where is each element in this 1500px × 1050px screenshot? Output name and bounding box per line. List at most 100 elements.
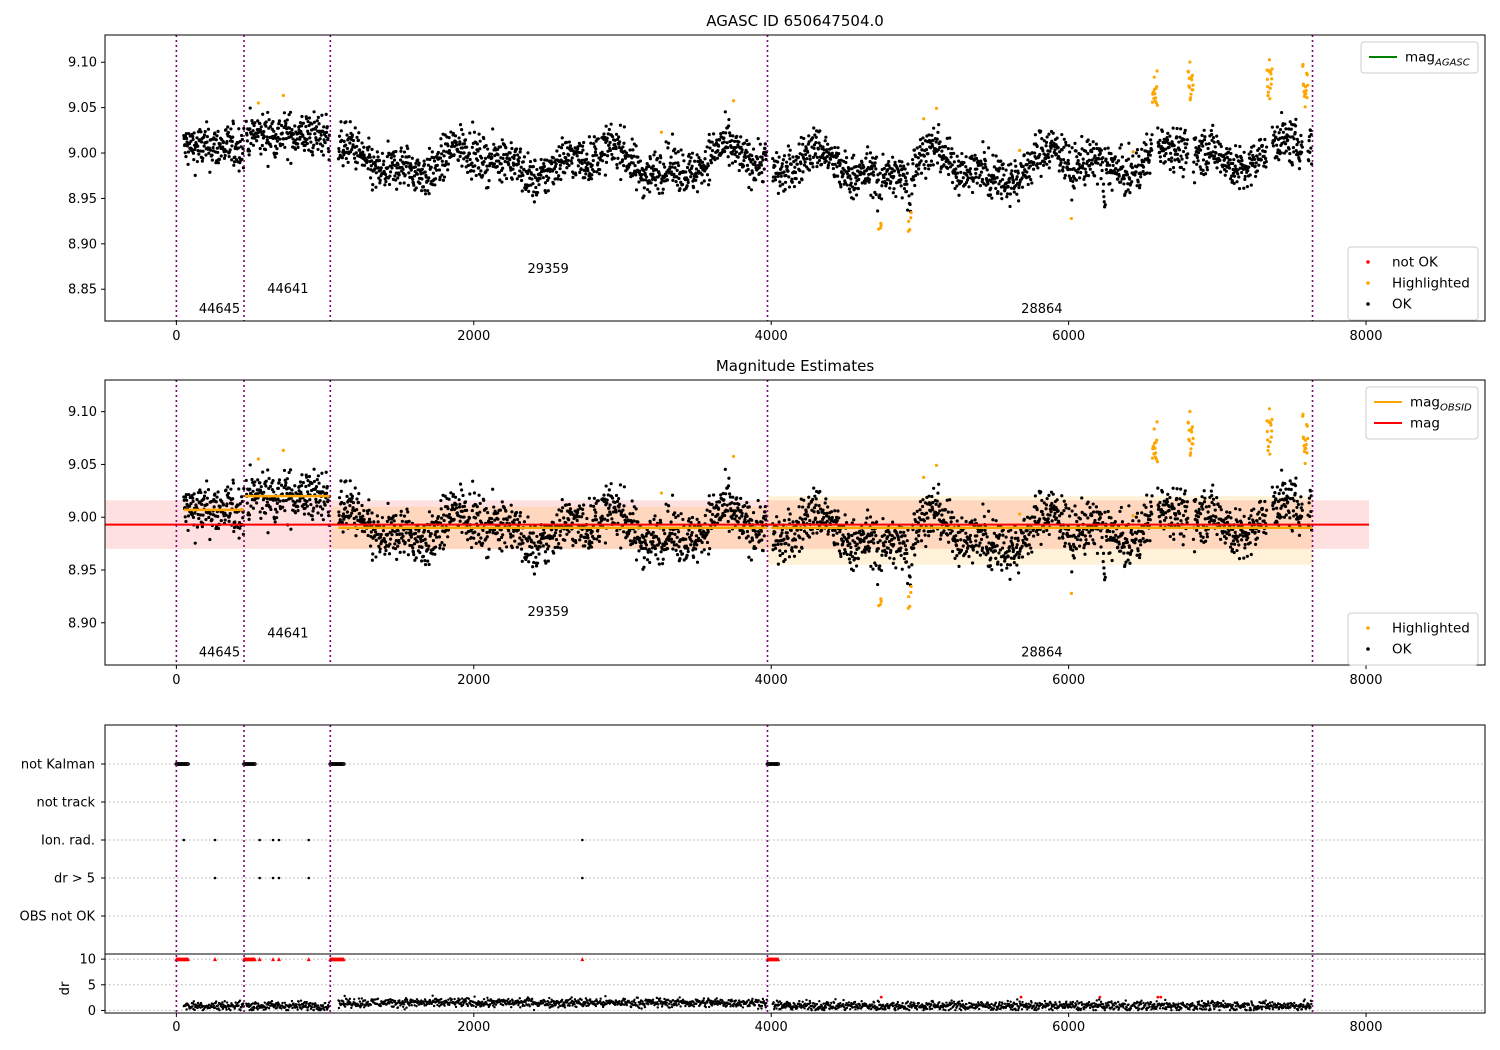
- ok-point: [216, 129, 220, 133]
- ok-point: [1075, 170, 1080, 174]
- ok-point: [442, 518, 446, 523]
- ok-point: [1228, 158, 1232, 162]
- ok-point: [518, 150, 522, 154]
- ok-point: [1059, 157, 1063, 162]
- ok-point: [374, 555, 378, 559]
- ok-point: [1081, 157, 1085, 161]
- ok-point: [560, 498, 564, 502]
- ok-point: [309, 140, 313, 144]
- ok-point: [763, 142, 767, 146]
- ok-point: [232, 163, 236, 167]
- ok-point: [671, 547, 675, 551]
- ok-point: [1179, 127, 1183, 131]
- ok-point: [453, 495, 458, 499]
- ok-point: [1236, 172, 1240, 176]
- ok-point: [796, 155, 800, 159]
- ok-point: [788, 148, 792, 152]
- ok-point: [825, 154, 829, 159]
- ok-point: [575, 518, 579, 523]
- ok-point: [216, 514, 220, 519]
- ok-point: [1150, 133, 1154, 137]
- ok-point: [271, 498, 275, 502]
- ok-point: [479, 156, 484, 160]
- ok-point: [251, 129, 255, 133]
- ok-point: [312, 143, 316, 147]
- ok-point: [596, 499, 600, 503]
- ok-point: [952, 160, 956, 164]
- ok-point: [348, 503, 352, 508]
- ok-point: [486, 510, 490, 515]
- ok-point: [776, 160, 780, 164]
- ok-point: [695, 517, 699, 521]
- ok-point: [1199, 148, 1203, 152]
- ok-point: [727, 529, 731, 534]
- ok-point: [736, 155, 740, 159]
- ok-point: [202, 494, 207, 498]
- highlighted-point: [731, 454, 736, 459]
- ok-point: [1013, 159, 1017, 163]
- ok-point: [544, 561, 548, 565]
- highlighted-point: [922, 117, 926, 121]
- ok-point: [382, 159, 386, 163]
- ok-point: [227, 519, 231, 523]
- ok-point: [584, 539, 588, 544]
- ok-point: [1238, 144, 1242, 149]
- ok-point: [441, 178, 445, 182]
- ok-point: [499, 162, 503, 166]
- ok-point: [1253, 174, 1258, 179]
- ok-point: [425, 157, 429, 161]
- ok-point: [367, 508, 371, 512]
- ok-point: [317, 481, 321, 485]
- ok-point: [1088, 167, 1092, 171]
- ok-point: [1210, 132, 1214, 137]
- ok-point: [231, 478, 235, 482]
- ok-point: [187, 142, 192, 146]
- ok-point: [315, 478, 319, 482]
- ok-point: [795, 528, 799, 532]
- ok-point: [457, 142, 462, 146]
- ok-point: [403, 173, 407, 177]
- ok-point: [271, 136, 275, 141]
- ok-point: [808, 157, 812, 161]
- ok-point: [1218, 170, 1223, 174]
- ok-point: [762, 150, 766, 154]
- ok-point: [394, 149, 398, 154]
- ok-point: [290, 127, 294, 132]
- legend-subscript: AGASC: [1434, 58, 1470, 69]
- ok-point: [973, 153, 977, 157]
- ok-point: [653, 178, 657, 182]
- ok-point: [1242, 186, 1246, 190]
- ok-point: [987, 146, 991, 150]
- ok-point: [184, 131, 188, 136]
- ok-point: [833, 528, 837, 532]
- ok-point: [519, 532, 523, 536]
- ok-point: [433, 183, 437, 187]
- ok-point: [1286, 138, 1290, 142]
- ok-point: [1078, 152, 1082, 157]
- y-tick-label: 9.05: [68, 101, 97, 116]
- ok-point: [892, 174, 896, 179]
- ok-point: [201, 513, 205, 517]
- ok-point: [631, 161, 635, 165]
- ok-point: [1009, 162, 1013, 166]
- ok-point: [206, 488, 211, 492]
- ok-point: [1084, 149, 1088, 153]
- ok-point: [248, 463, 252, 467]
- ok-point: [1140, 147, 1144, 151]
- ok-point: [249, 141, 253, 146]
- ok-point: [797, 180, 802, 184]
- ok-point: [262, 129, 266, 134]
- ok-point: [1077, 162, 1081, 166]
- ok-point: [835, 531, 839, 535]
- ok-point: [520, 538, 524, 542]
- ok-point: [1093, 174, 1097, 178]
- ok-point: [405, 507, 409, 511]
- ok-point: [978, 184, 983, 188]
- ok-point: [638, 169, 642, 173]
- ok-point: [709, 161, 714, 165]
- ok-point: [800, 546, 804, 550]
- ok-point: [759, 529, 763, 533]
- ok-point: [642, 556, 646, 560]
- ok-point: [743, 517, 747, 522]
- ok-point: [1060, 132, 1064, 137]
